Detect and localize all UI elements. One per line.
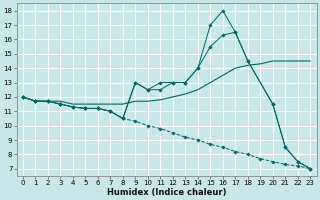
X-axis label: Humidex (Indice chaleur): Humidex (Indice chaleur): [107, 188, 226, 197]
